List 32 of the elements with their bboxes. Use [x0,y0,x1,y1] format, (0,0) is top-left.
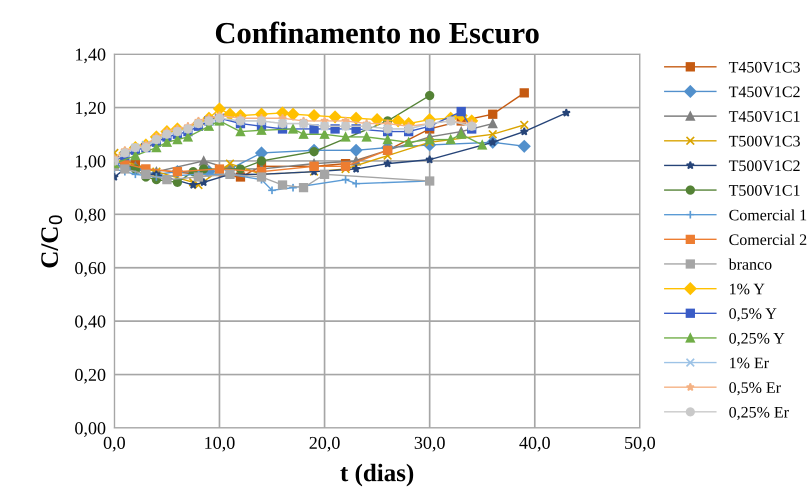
y-tick-label: 1,00 [76,155,106,170]
legend-label: 1% Y [730,284,764,294]
legend-label: 0,25% Er [729,406,789,420]
y-tick-label: 0,80 [75,208,106,224]
y-tick-label: 0,60 [75,262,106,277]
legend-label: T500V1C1 [728,185,800,196]
x-tick-label: 20,0 [310,436,340,452]
y-tick-label: 1,20 [76,102,106,117]
x-tick-label: 0,0 [104,436,125,452]
legend-label: 0,5% Y [729,308,776,322]
legend-label: T450V1C3 [728,62,800,73]
x-tick-label: 40,0 [519,436,550,452]
x-tick-label: 50,0 [625,436,655,452]
legend-label: T500V1C3 [728,136,800,147]
x-tick-label: 10,0 [205,436,235,452]
y-tick-label: 0,20 [75,368,106,384]
x-tick-label: 30,0 [414,436,445,452]
legend-label: Comercial 1 [729,209,806,220]
legend-label: Comercial 2 [729,234,806,246]
y-tick-label: 1,40 [76,48,106,64]
x-axis-title: t (dias) [340,464,414,486]
y-axis-title: C/C$_{0}$ [41,215,62,268]
legend-label: 1% Er [730,358,769,368]
legend-label: T500V1C2 [728,160,800,172]
y-tick-label: 0,40 [75,315,106,330]
y-tick-label: 0,00 [75,422,106,437]
legend-label: branco [728,258,772,270]
legend-label: 0,25% Y [729,332,784,346]
legend-label: T450V1C1 [728,111,800,122]
legend-label: 0,5% Er [729,382,781,396]
legend-label: T450V1C2 [728,86,800,98]
chart-title: Confinamento no Escuro [216,22,539,44]
